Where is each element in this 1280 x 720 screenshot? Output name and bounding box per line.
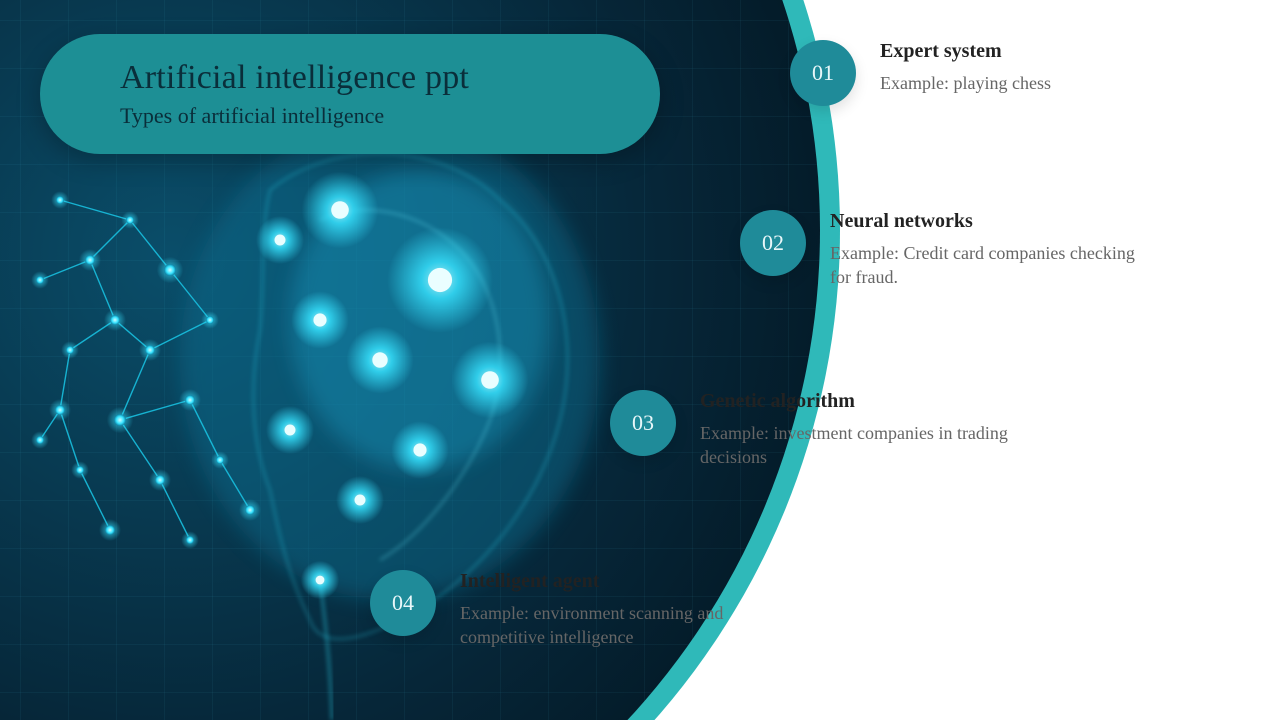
title-pill: Artificial intelligence ppt Types of art…	[40, 34, 660, 154]
item-body: Neural networks Example: Credit card comp…	[830, 210, 1160, 290]
item-body: Expert system Example: playing chess	[880, 40, 1051, 95]
slide: Artificial intelligence ppt Types of art…	[0, 0, 1280, 720]
list-item: 04 Intelligent agent Example: environment …	[370, 570, 790, 650]
list-item: 02 Neural networks Example: Credit card co…	[740, 210, 1160, 290]
item-body: Intelligent agent Example: environment sc…	[460, 570, 790, 650]
slide-subtitle: Types of artificial intelligence	[120, 103, 660, 129]
item-title: Intelligent agent	[460, 570, 790, 593]
list-item: 03 Genetic algorithm Example: investment c…	[610, 390, 1030, 470]
number-badge: 04	[370, 570, 436, 636]
item-desc: Example: investment companies in trading…	[700, 421, 1030, 470]
number-badge: 02	[740, 210, 806, 276]
number-badge: 03	[610, 390, 676, 456]
item-title: Neural networks	[830, 210, 1160, 233]
item-body: Genetic algorithm Example: investment com…	[700, 390, 1030, 470]
item-title: Genetic algorithm	[700, 390, 1030, 413]
item-desc: Example: Credit card companies checking …	[830, 241, 1160, 290]
item-title: Expert system	[880, 40, 1051, 63]
item-desc: Example: playing chess	[880, 71, 1051, 95]
item-desc: Example: environment scanning and compet…	[460, 601, 790, 650]
list-item: 01 Expert system Example: playing chess	[790, 40, 1051, 106]
slide-title: Artificial intelligence ppt	[120, 59, 660, 97]
number-badge: 01	[790, 40, 856, 106]
